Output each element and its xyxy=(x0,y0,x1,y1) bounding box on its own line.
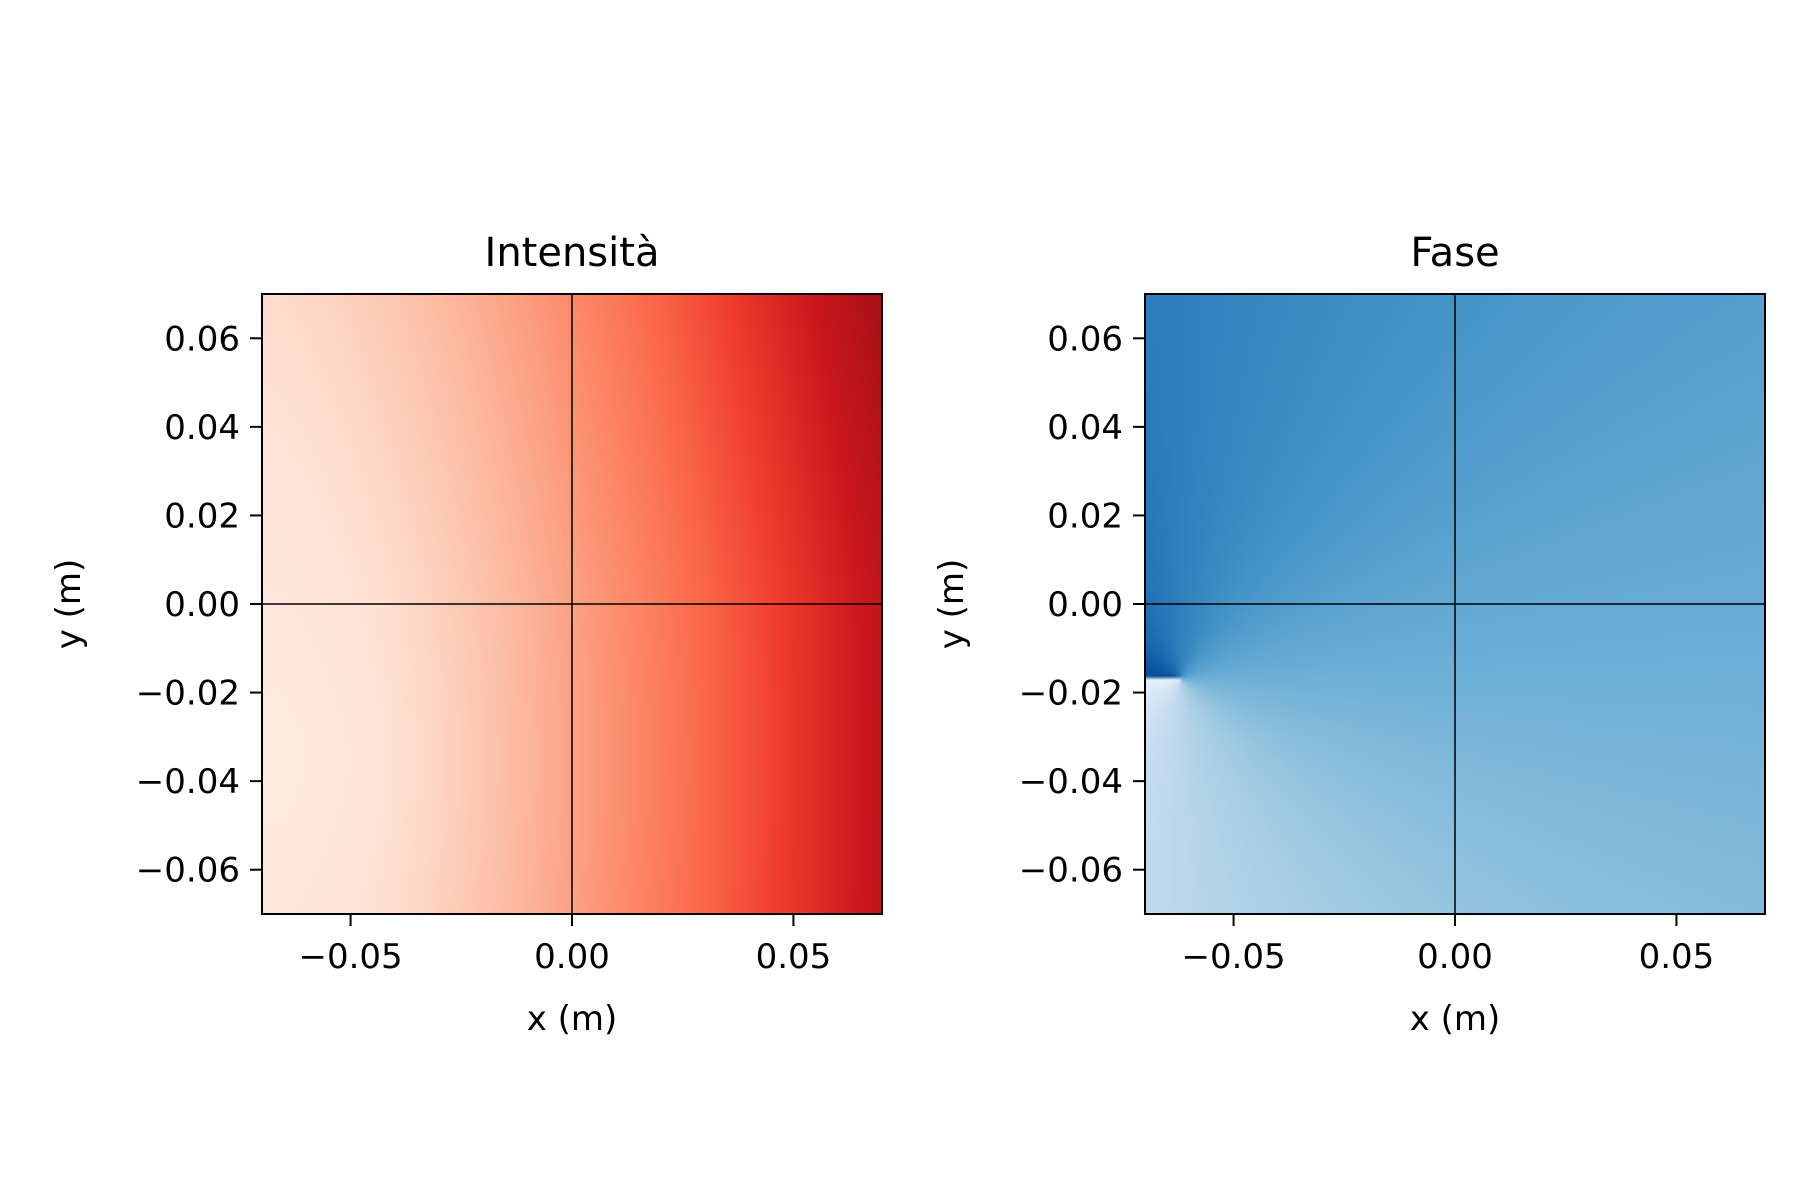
intensity-y-tick-label: 0.02 xyxy=(164,496,240,536)
intensity-y-tick-label: −0.04 xyxy=(136,762,240,802)
intensity-title: Intensità xyxy=(485,230,660,276)
phase-y-tick-label: −0.06 xyxy=(1019,851,1123,891)
phase-x-tick-label: 0.05 xyxy=(1639,937,1715,977)
phase-x-axis-label: x (m) xyxy=(1410,999,1501,1039)
intensity-panel: Intensità x (m) y (m) −0.05 0.00 0.05 0.06 0… xyxy=(49,230,883,1039)
phase-y-tick-label: 0.02 xyxy=(1047,496,1123,536)
intensity-y-tick-label: 0.04 xyxy=(164,408,240,448)
phase-y-tick-label: 0.06 xyxy=(1047,319,1123,359)
intensity-y-tick-label: 0.06 xyxy=(164,319,240,359)
phase-panel: Fase x (m) y (m) −0.05 0.00 0.05 0.06 0.04 0.… xyxy=(932,230,1766,1039)
phase-x-tick-label: −0.05 xyxy=(1181,937,1285,977)
intensity-ticks: −0.05 0.00 0.05 0.06 0.04 0.02 0.00 −0.02 −0.04 −… xyxy=(136,319,831,977)
phase-title: Fase xyxy=(1410,230,1499,276)
intensity-x-axis-label: x (m) xyxy=(527,999,618,1039)
phase-y-tick-label: 0.04 xyxy=(1047,408,1123,448)
phase-y-tick-label: 0.00 xyxy=(1047,585,1123,625)
intensity-x-tick-label: −0.05 xyxy=(298,937,402,977)
phase-ticks: −0.05 0.00 0.05 0.06 0.04 0.02 0.00 −0.02 −0.04 −… xyxy=(1019,319,1714,977)
intensity-y-tick-label: −0.06 xyxy=(136,851,240,891)
phase-y-tick-label: −0.02 xyxy=(1019,674,1123,714)
phase-y-tick-label: −0.04 xyxy=(1019,762,1123,802)
intensity-x-tick-label: 0.05 xyxy=(756,937,832,977)
phase-x-tick-label: 0.00 xyxy=(1417,937,1493,977)
phase-y-axis-label: y (m) xyxy=(932,559,972,650)
intensity-y-axis-label: y (m) xyxy=(49,559,89,650)
intensity-x-tick-label: 0.00 xyxy=(534,937,610,977)
intensity-y-tick-label: 0.00 xyxy=(164,585,240,625)
intensity-y-tick-label: −0.02 xyxy=(136,674,240,714)
